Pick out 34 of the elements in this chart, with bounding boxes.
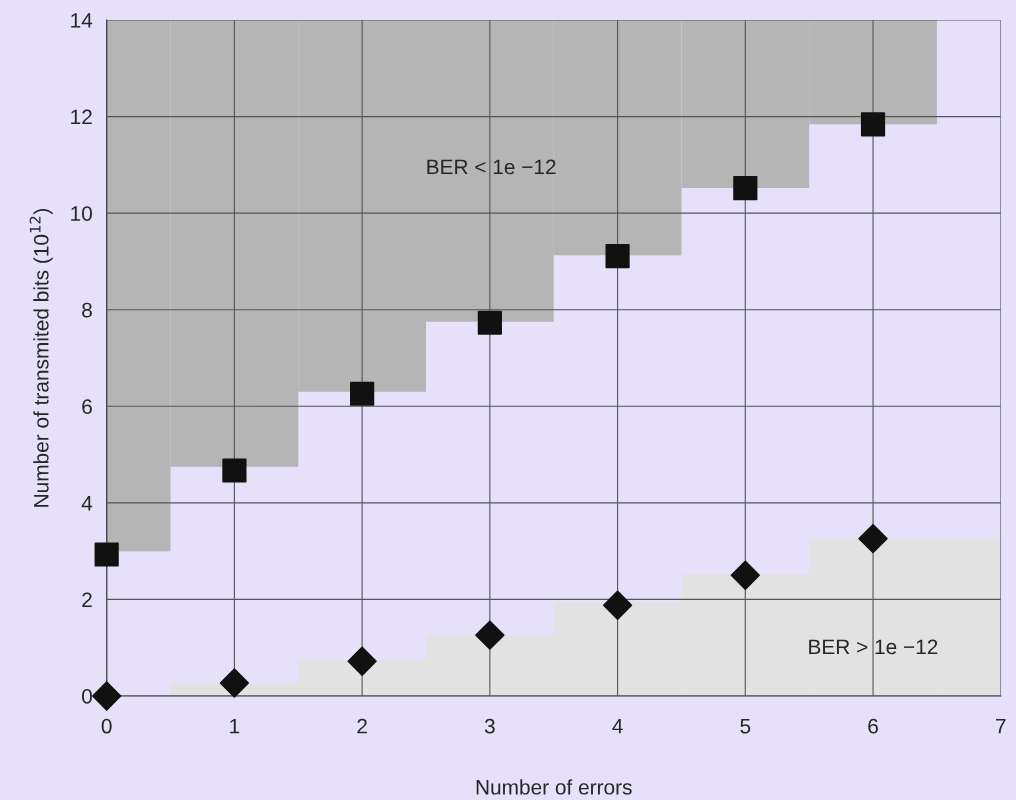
- x-tick-label: 1: [230, 718, 240, 734]
- y-tick-label: 6: [82, 399, 92, 415]
- y-tick-label: 0: [82, 689, 92, 704]
- y-tick-label: 14: [71, 13, 93, 28]
- point: [347, 646, 377, 676]
- y-tick-label: 12: [71, 109, 92, 125]
- x-tick-label: 0: [101, 718, 112, 734]
- x-axis-title: Number of errors: [476, 779, 632, 795]
- point: [602, 590, 633, 620]
- annotation: BER < 1e −12: [427, 159, 556, 175]
- x-tick-label: 5: [740, 718, 751, 734]
- x-tick-label: 4: [612, 718, 623, 734]
- y-axis-title: Number of transmited bits (10$^{12}$): [29, 209, 53, 507]
- x-tick-label: 6: [868, 718, 878, 734]
- point: [605, 244, 630, 269]
- y-tick-label: 8: [82, 302, 92, 318]
- point: [94, 542, 119, 567]
- x-tick-label: 7: [996, 718, 1006, 734]
- point: [92, 681, 122, 711]
- point: [730, 560, 760, 590]
- point: [475, 620, 505, 650]
- x-tick-label: 2: [357, 718, 367, 734]
- annotation: BER > 1e −12: [809, 639, 938, 655]
- point: [350, 381, 375, 406]
- point: [477, 310, 502, 335]
- point: [219, 668, 250, 698]
- y-tick-label: 10: [71, 206, 92, 221]
- y-tick-label: 4: [81, 496, 93, 511]
- y-tick-label: 2: [82, 592, 92, 607]
- point: [860, 112, 886, 137]
- point: [733, 175, 758, 201]
- point: [222, 458, 247, 483]
- x-tick-label: 3: [484, 718, 495, 734]
- point: [858, 523, 888, 554]
